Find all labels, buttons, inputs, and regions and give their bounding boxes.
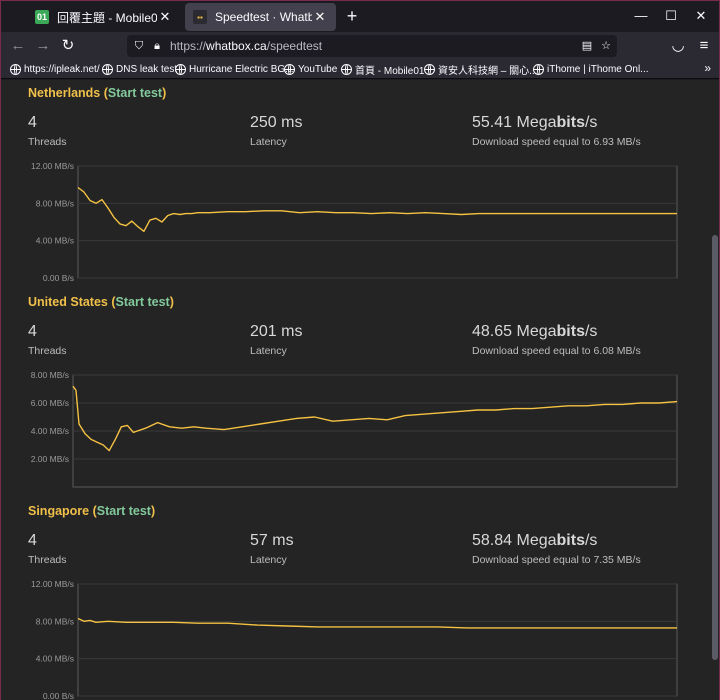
section-title: Singapore (Start test) xyxy=(28,504,156,518)
pocket-icon[interactable]: ◡ xyxy=(671,37,685,54)
y-tick-label: 4.00 MB/s xyxy=(36,236,74,246)
vertical-scrollbar[interactable] xyxy=(711,80,719,700)
y-tick-label: 4.00 MB/s xyxy=(31,426,69,436)
whatbox-favicon-icon: ▪▪ xyxy=(193,10,207,24)
page-content: Netherlands (Start test) 4 Threads 250 m… xyxy=(1,80,719,700)
close-window-icon[interactable]: ✕ xyxy=(695,8,707,23)
y-tick-label: 8.00 MB/s xyxy=(36,616,74,626)
start-test-link[interactable]: Start test xyxy=(107,86,163,100)
bookmark-item[interactable]: DNS leak test xyxy=(102,62,177,77)
shield-icon[interactable]: ⛉ xyxy=(134,40,144,52)
bookmark-item[interactable]: iThome | iThome Onl... xyxy=(533,62,649,77)
speed-series-line xyxy=(72,385,678,452)
reader-view-icon[interactable]: ▤ xyxy=(581,40,593,52)
speed-series-line xyxy=(77,186,677,233)
speed-series-line xyxy=(77,617,677,629)
globe-icon xyxy=(533,64,544,75)
speed-stat: 55.41 Megabits/s Download speed equal to… xyxy=(472,114,641,148)
bookmarks-toolbar: https://ipleak.net/ DNS leak test Hurric… xyxy=(1,60,719,79)
chevron-double-right-icon[interactable]: » xyxy=(704,61,711,75)
y-tick-label: 8.00 MB/s xyxy=(31,371,69,380)
bookmark-item[interactable]: Hurricane Electric BG... xyxy=(175,62,293,77)
tab-mobile01[interactable]: 01 回覆主題 - Mobile01 ✕ xyxy=(27,3,181,31)
latency-stat: 57 ms Latency xyxy=(250,532,294,566)
start-test-link[interactable]: Start test xyxy=(96,504,151,518)
latency-stat: 201 ms Latency xyxy=(250,323,303,357)
url-bar[interactable]: ⛉ 🔒︎ https://whatbox.ca/speedtest ▤ ☆ xyxy=(127,35,617,57)
threads-stat: 4 Threads xyxy=(28,323,67,357)
new-tab-button[interactable]: + xyxy=(346,6,358,26)
y-tick-label: 0.00 B/s xyxy=(43,273,74,282)
globe-icon xyxy=(341,64,352,75)
y-tick-label: 12.00 MB/s xyxy=(31,580,74,589)
forward-arrow-icon[interactable]: → xyxy=(35,37,51,54)
star-icon[interactable]: ☆ xyxy=(601,40,611,52)
back-arrow-icon[interactable]: ← xyxy=(10,37,26,54)
bookmark-item[interactable]: 首頁 - Mobile01 xyxy=(341,62,424,77)
speed-chart-netherlands: 0.00 B/s 4.00 MB/s 8.00 MB/s 12.00 MB/s xyxy=(1,162,709,282)
y-tick-label: 6.00 MB/s xyxy=(31,398,69,408)
hamburger-menu-icon[interactable]: ≡ xyxy=(699,37,709,54)
navigation-bar: ← → ↻ ⛉ 🔒︎ https://whatbox.ca/speedtest … xyxy=(1,32,719,60)
reload-icon[interactable]: ↻ xyxy=(61,37,75,54)
y-tick-label: 12.00 MB/s xyxy=(31,162,74,171)
plot-area xyxy=(77,165,678,279)
section-title: United States (Start test) xyxy=(28,295,174,309)
mobile01-favicon-icon: 01 xyxy=(35,10,49,24)
minimize-icon[interactable]: — xyxy=(634,8,648,23)
scrollbar-thumb[interactable] xyxy=(712,235,718,660)
globe-icon xyxy=(102,64,113,75)
y-tick-label: 4.00 MB/s xyxy=(36,654,74,664)
bookmark-item[interactable]: https://ipleak.net/ xyxy=(10,62,100,77)
speed-stat: 58.84 Megabits/s Download speed equal to… xyxy=(472,532,641,566)
bookmark-item[interactable]: 資安人科技網 – 關心... xyxy=(424,62,537,77)
tab-title: Speedtest · Whatbox xyxy=(215,10,312,24)
maximize-icon[interactable]: ☐ xyxy=(665,8,677,23)
y-tick-label: 0.00 B/s xyxy=(43,691,74,700)
url-text[interactable]: https://whatbox.ca/speedtest xyxy=(170,39,323,53)
lock-icon[interactable]: 🔒︎ xyxy=(154,40,160,52)
tab-title: 回覆主題 - Mobile01 xyxy=(57,10,157,25)
section-title: Netherlands (Start test) xyxy=(28,86,167,100)
latency-stat: 250 ms Latency xyxy=(250,114,303,148)
globe-icon xyxy=(175,64,186,75)
globe-icon xyxy=(10,64,21,75)
threads-stat: 4 Threads xyxy=(28,532,67,566)
speed-chart-singapore: 0.00 B/s 4.00 MB/s 8.00 MB/s 12.00 MB/s xyxy=(1,580,709,700)
tab-strip: 01 回覆主題 - Mobile01 ✕ ▪▪ Speedtest · What… xyxy=(1,1,719,32)
close-tab-icon[interactable]: ✕ xyxy=(159,9,171,24)
speed-chart-united-states: 2.00 MB/s 4.00 MB/s 6.00 MB/s 8.00 MB/s xyxy=(1,371,709,491)
globe-icon xyxy=(284,64,295,75)
bookmark-item[interactable]: YouTube xyxy=(284,62,337,77)
plot-area xyxy=(77,583,678,697)
globe-icon xyxy=(424,64,435,75)
close-tab-icon[interactable]: ✕ xyxy=(314,9,326,24)
y-tick-label: 2.00 MB/s xyxy=(31,454,69,464)
y-tick-label: 8.00 MB/s xyxy=(36,198,74,208)
start-test-link[interactable]: Start test xyxy=(115,295,170,309)
tab-whatbox[interactable]: ▪▪ Speedtest · Whatbox ✕ xyxy=(185,3,336,31)
speed-stat: 48.65 Megabits/s Download speed equal to… xyxy=(472,323,641,357)
threads-stat: 4 Threads xyxy=(28,114,67,148)
